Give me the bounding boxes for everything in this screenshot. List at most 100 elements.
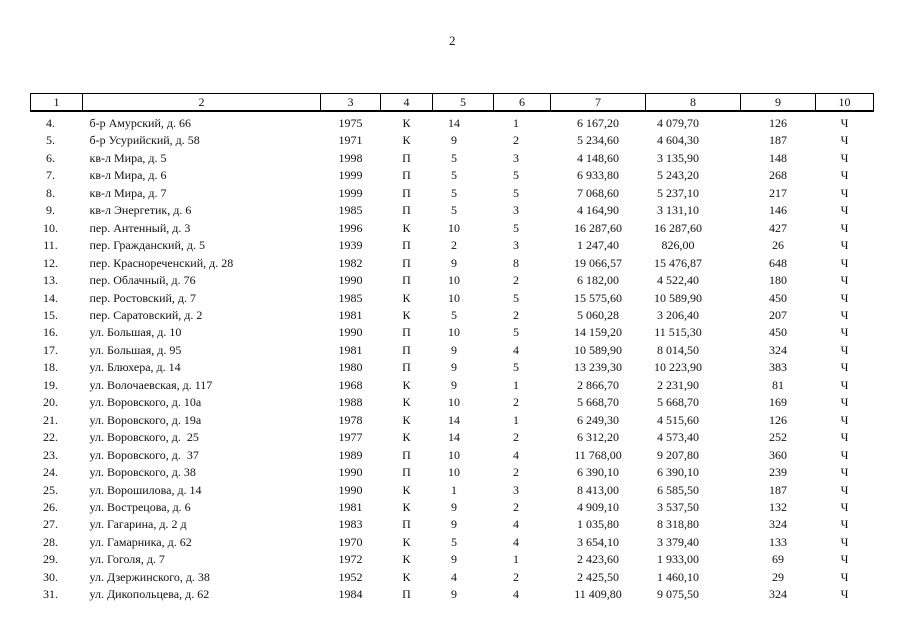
table-cell: Ч: [840, 150, 849, 165]
table-cell: 23.: [43, 447, 58, 462]
table-cell: 5: [451, 203, 457, 218]
table-cell: 5 668,70: [577, 395, 619, 410]
table-cell: Ч: [840, 552, 849, 567]
table-cell: 187: [769, 133, 787, 148]
table-cell: 19 066,57: [574, 255, 622, 270]
table-cell: кв-л Мира, д. 7: [89, 185, 167, 200]
table-cell: 9: [451, 360, 457, 375]
table-cell: пер. Саратовский, д. 2: [89, 307, 203, 322]
table-cell: П: [402, 447, 411, 462]
table-cell: 1988: [338, 395, 363, 410]
column-header: 3: [320, 93, 381, 112]
table-cell: 1999: [338, 185, 363, 200]
table-cell: ул. Блюхера, д. 14: [89, 360, 181, 375]
table-cell: Ч: [840, 377, 849, 392]
table-cell: 5: [513, 168, 519, 183]
table-cell: 29: [772, 569, 784, 584]
table-cell: б-р Амурский, д. 66: [89, 116, 191, 130]
table-cell: 1981: [338, 342, 363, 357]
table-row: 28. ул. Гамарника, д. 62 1970 К 5 4 3 654,10 3 …: [31, 534, 874, 551]
table-cell: ул. Воровского, д. 10а: [89, 395, 202, 410]
table-cell: Ч: [840, 465, 849, 480]
table-cell: 324: [769, 342, 787, 357]
table-cell: 4.: [46, 116, 55, 130]
table-cell: 1985: [338, 203, 363, 218]
table-cell: 3: [513, 238, 519, 253]
table-cell: 6 390,10: [657, 465, 699, 480]
table-cell: кв-л Мира, д. 5: [89, 150, 167, 165]
table-cell: Ч: [840, 168, 849, 183]
table-cell: 25.: [43, 482, 58, 497]
table-cell: 2 423,60: [577, 552, 619, 567]
table-cell: 8: [513, 255, 519, 270]
table-cell: 14.: [43, 290, 58, 305]
table-row: 11. пер. Гражданский, д. 5 1939 П 2 3 1 247,40…: [31, 237, 874, 254]
table-cell: 9 207,80: [657, 447, 699, 462]
table-cell: 9: [451, 499, 457, 514]
table-cell: 5 237,10: [657, 185, 699, 200]
table-cell: 1985: [338, 290, 363, 305]
table-cell: 4: [513, 587, 519, 602]
table-cell: пер. Гражданский, д. 5: [89, 238, 206, 253]
table-cell: К: [402, 569, 411, 584]
table-cell: 450: [769, 290, 787, 305]
table-cell: П: [402, 342, 411, 357]
table-row: 15. пер. Саратовский, д. 2 1981 К 5 2 5 060,28…: [31, 307, 874, 324]
table-cell: К: [402, 307, 411, 322]
table-cell: 1 247,40: [577, 238, 619, 253]
table-cell: Ч: [840, 325, 849, 340]
table-cell: 1: [513, 552, 519, 567]
table-row: 23. ул. Воровского, д. 37 1989 П 10 4 11 768,0…: [31, 447, 874, 464]
table-cell: П: [402, 238, 411, 253]
table-cell: Ч: [840, 569, 849, 584]
column-header: 2: [82, 93, 321, 112]
table-cell: 4 909,10: [577, 499, 619, 514]
table-cell: 81: [772, 377, 784, 392]
table-cell: пер. Краснореченский, д. 28: [89, 255, 234, 270]
table-cell: 2 866,70: [577, 377, 619, 392]
table-cell: 1 460,10: [657, 569, 699, 584]
table-cell: 4: [513, 517, 519, 532]
table-cell: 1989: [338, 447, 363, 462]
table-cell: Ч: [840, 238, 849, 253]
table-cell: Ч: [840, 447, 849, 462]
table-cell: 5: [451, 185, 457, 200]
table-cell: К: [402, 499, 411, 514]
table-header: 1 2 3 4 5 6 7 8 9 10: [30, 93, 874, 112]
table-cell: 1: [513, 377, 519, 392]
table-cell: Ч: [840, 395, 849, 410]
table-cell: 11.: [43, 238, 58, 253]
table-cell: 5: [451, 168, 457, 183]
table-cell: 22.: [43, 430, 58, 445]
table-cell: 1990: [338, 325, 363, 340]
table-row: 31. ул. Дикопольцева, д. 62 1984 П 9 4 11 409,…: [31, 586, 874, 603]
table-cell: 10: [448, 447, 460, 462]
table-cell: 4 148,60: [577, 150, 619, 165]
table-cell: П: [402, 325, 411, 340]
table-row: 21. ул. Воровского, д. 19а 1978 К 14 1 6 249,3…: [31, 412, 874, 429]
table-cell: 8 014,50: [657, 342, 699, 357]
buildings-table: 1 2 3 4 5 6 7 8 9 10 4. б-р Амурский, д. 66 1975 К 14…: [30, 93, 874, 604]
table-cell: ул. Большая, д. 95: [89, 342, 182, 357]
table-row: 4. б-р Амурский, д. 66 1975 К 14 1 6 167,20 4 0…: [31, 111, 874, 132]
table-cell: 14: [448, 412, 460, 427]
table-cell: ул. Гоголя, д. 7: [89, 552, 165, 567]
table-cell: К: [402, 552, 411, 567]
table-cell: 14: [448, 430, 460, 445]
table-cell: Ч: [840, 133, 849, 148]
table-cell: Ч: [840, 412, 849, 427]
table-cell: 126: [769, 116, 787, 130]
table-cell: 1978: [338, 412, 363, 427]
table-cell: 4: [513, 342, 519, 357]
table-cell: 2: [513, 133, 519, 148]
table-cell: 648: [769, 255, 787, 270]
table-row: 6. кв-л Мира, д. 5 1998 П 5 3 4 148,60 3 135,90…: [31, 150, 874, 167]
table-cell: 217: [769, 185, 787, 200]
table-cell: 5: [513, 360, 519, 375]
table-cell: 10 589,90: [654, 290, 702, 305]
table-cell: 207: [769, 307, 787, 322]
table-cell: 2 425,50: [577, 569, 619, 584]
table-cell: 3 206,40: [657, 307, 699, 322]
table-cell: 4: [451, 569, 457, 584]
table-cell: 1939: [338, 238, 363, 253]
